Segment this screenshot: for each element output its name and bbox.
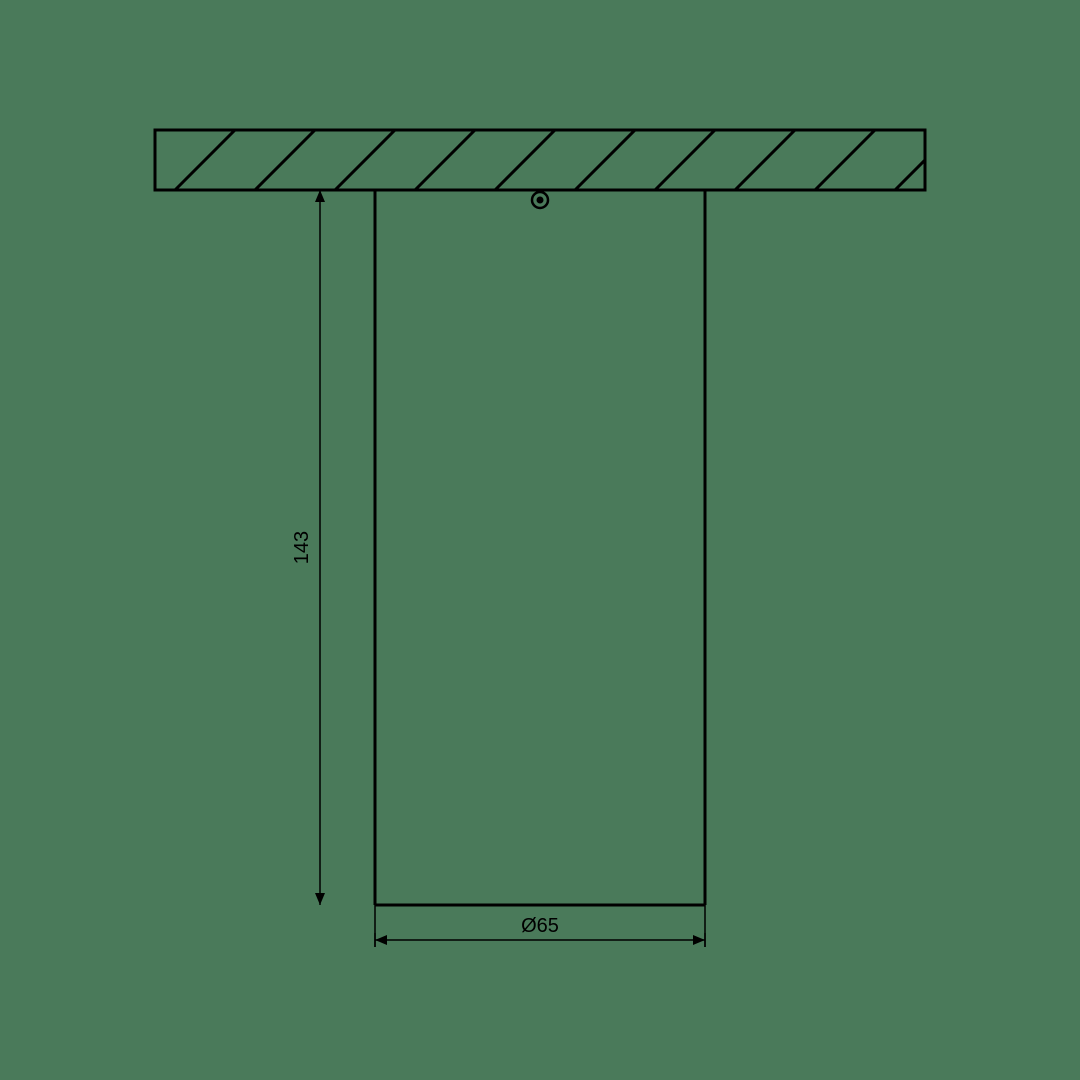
diameter-dim-label: Ø65 [521, 915, 559, 937]
drawing-svg: 143 Ø65 [0, 0, 1080, 1080]
mount-ring-inner [537, 197, 544, 204]
technical-drawing: 143 Ø65 [0, 0, 1080, 1080]
height-dim-label: 143 [291, 531, 313, 564]
